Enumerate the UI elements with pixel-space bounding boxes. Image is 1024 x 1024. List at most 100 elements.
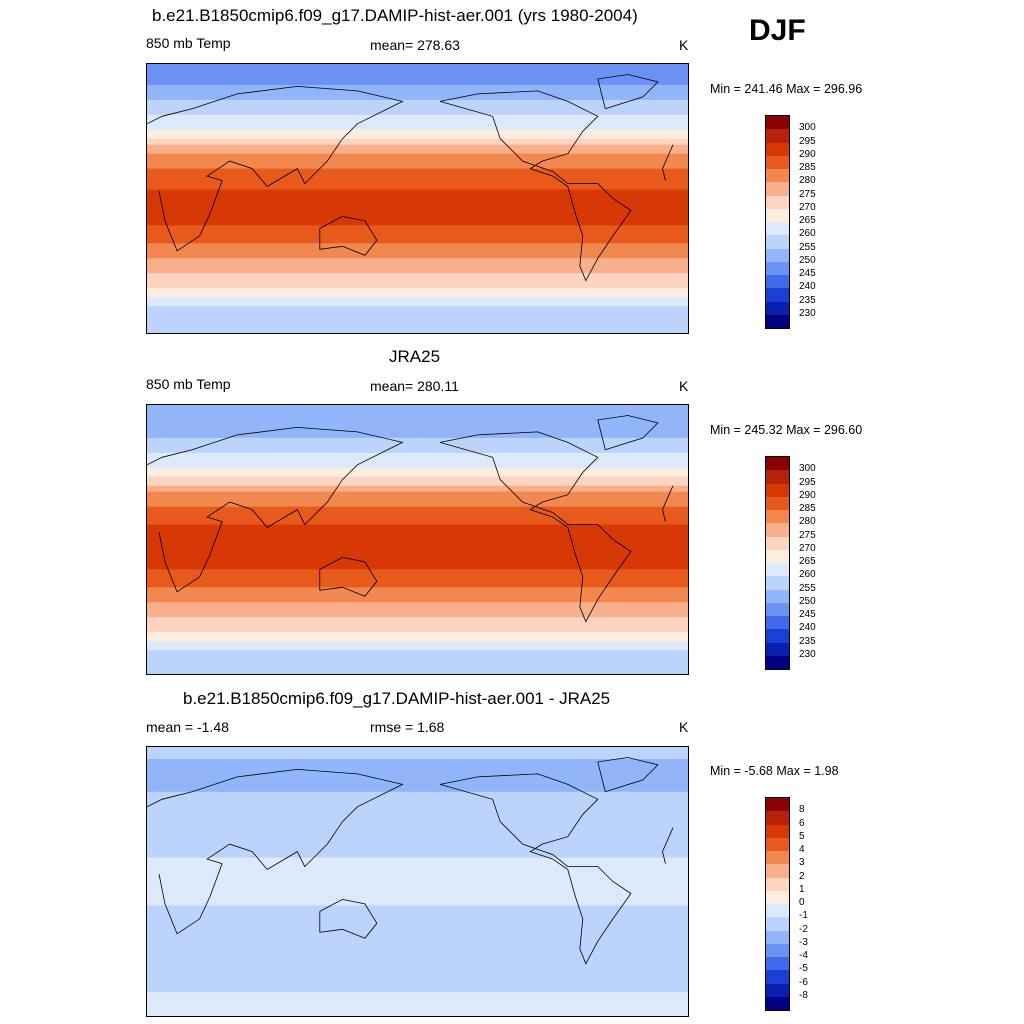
contour-band	[147, 770, 688, 775]
contour-band	[147, 168, 688, 173]
contour-band	[147, 635, 688, 639]
colorbar-tick-label: 230	[799, 307, 816, 319]
contour-band	[147, 560, 688, 565]
contour-band	[147, 575, 688, 579]
contour-band	[147, 959, 688, 963]
panel2-units: K	[679, 378, 689, 394]
contour-band	[147, 986, 688, 990]
contour-band	[147, 416, 688, 421]
contour-band	[147, 989, 688, 993]
colorbar-tick-label: -3	[799, 936, 808, 948]
contour-band	[147, 413, 688, 418]
colorbar-tick-label: 270	[799, 542, 816, 554]
panel1-colorbar	[765, 115, 790, 329]
colorbar-tick-label: 3	[799, 857, 805, 869]
contour-band	[147, 926, 688, 930]
coastline	[597, 415, 659, 451]
contour-band	[147, 512, 688, 517]
contour-band	[147, 491, 688, 496]
contour-band	[147, 569, 688, 573]
contour-band	[147, 156, 688, 161]
contour-band	[147, 99, 688, 104]
contour-band	[147, 851, 688, 856]
contour-band	[147, 114, 688, 119]
contour-band	[147, 84, 688, 89]
contour-band	[147, 554, 688, 559]
contour-band	[147, 318, 688, 322]
contour-band	[147, 165, 688, 170]
contour-band	[147, 944, 688, 948]
contour-band	[147, 135, 688, 140]
panel1-units: K	[679, 37, 689, 53]
panel1-minmax: Min = 241.46 Max = 296.96	[710, 82, 863, 96]
colorbar-box	[766, 275, 789, 289]
coastline	[147, 768, 404, 935]
contour-band	[147, 297, 688, 301]
colorbar-box	[766, 129, 789, 143]
contour-band	[147, 791, 688, 796]
colorbar-box	[766, 208, 789, 222]
contour-band	[147, 330, 688, 333]
contour-band	[147, 300, 688, 304]
contour-band	[147, 953, 688, 957]
colorbar-box	[766, 288, 789, 302]
contour-band	[147, 647, 688, 651]
contour-band	[147, 315, 688, 319]
contour-band	[147, 264, 688, 268]
colorbar-box	[766, 629, 789, 643]
colorbar-box	[766, 602, 789, 616]
colorbar-box	[766, 917, 789, 931]
contour-band	[147, 980, 688, 984]
coastline	[597, 74, 659, 110]
colorbar-box	[766, 301, 789, 315]
colorbar-box	[766, 943, 789, 957]
coastline	[439, 90, 632, 282]
contour-band	[147, 992, 688, 996]
contour-band	[147, 470, 688, 475]
contour-band	[147, 878, 688, 883]
contour-band	[147, 90, 688, 95]
panel3-colorbar	[765, 797, 790, 1011]
contour-band	[147, 872, 688, 877]
contour-band	[147, 812, 688, 817]
contour-band	[147, 659, 688, 663]
panel2-colorbar	[765, 456, 790, 670]
contour-band	[147, 965, 688, 969]
contour-band	[147, 671, 688, 674]
contour-band	[147, 869, 688, 874]
colorbar-box	[766, 851, 789, 865]
colorbar-tick-label: 5	[799, 830, 805, 842]
contour-band	[147, 204, 688, 209]
contour-band	[147, 428, 688, 433]
contour-band	[147, 806, 688, 811]
contour-band	[147, 452, 688, 457]
contour-band	[147, 141, 688, 146]
contour-band	[147, 530, 688, 535]
contour-band	[147, 611, 688, 615]
contour-band	[147, 866, 688, 871]
contour-band	[147, 761, 688, 766]
contour-band	[147, 159, 688, 164]
contour-band	[147, 171, 688, 176]
contour-band	[147, 800, 688, 805]
contour-band	[147, 551, 688, 556]
contour-band	[147, 1013, 688, 1016]
contour-band	[147, 899, 688, 904]
contour-band	[147, 521, 688, 526]
contour-band	[147, 887, 688, 892]
contour-band	[147, 219, 688, 224]
contour-band	[147, 818, 688, 823]
contour-band	[147, 863, 688, 868]
contour-band	[147, 147, 688, 152]
colorbar-tick-label: 300	[799, 122, 816, 134]
contour-band	[147, 467, 688, 472]
colorbar-tick-label: 0	[799, 897, 805, 908]
contour-band	[147, 902, 688, 907]
colorbar-box	[766, 549, 789, 563]
contour-band	[147, 599, 688, 603]
coastline	[597, 757, 659, 793]
colorbar-box	[766, 890, 789, 904]
contour-band	[147, 153, 688, 158]
contour-band	[147, 932, 688, 936]
contour-band	[147, 977, 688, 981]
